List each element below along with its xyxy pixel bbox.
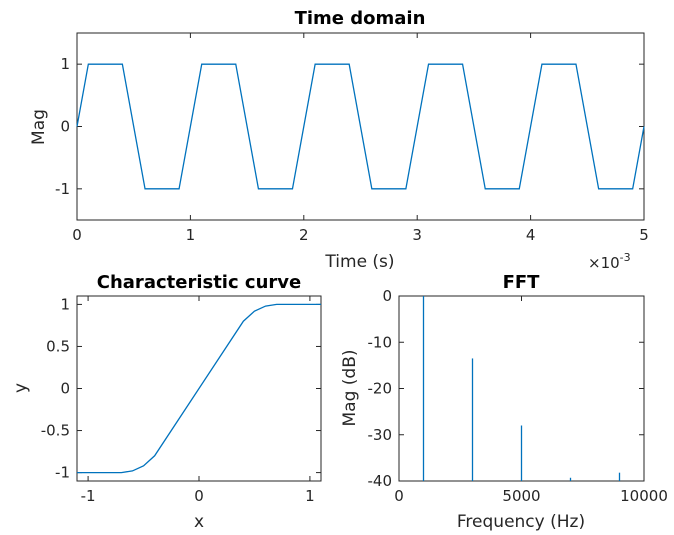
fft-ytick-label: -40 (368, 472, 393, 490)
characteristic-curve-xlabel: x (194, 512, 204, 532)
time-domain-xlabel: Time (s) (324, 252, 394, 272)
fft-ylabel: Mag (dB) (340, 350, 360, 427)
characteristic-curve-title: Characteristic curve (97, 272, 301, 293)
fft-stems (422, 296, 621, 481)
time-domain-series-line (76, 63, 645, 190)
fft-ytick-label: 0 (382, 287, 392, 305)
characteristic-curve-ticks: -1 0 1 1 0.5 0 -0.5 -1 (41, 295, 321, 505)
characteristic-curve-ytick-label: -0.5 (41, 422, 70, 440)
characteristic-curve-xtick-label: 0 (194, 487, 204, 505)
characteristic-curve-ytick-label: -1 (55, 464, 70, 482)
time-domain-ytick-label: 1 (60, 55, 70, 73)
characteristic-curve-ytick-label: 1 (60, 295, 70, 313)
characteristic-curve-xtick-label: -1 (81, 487, 96, 505)
fft-ytick-label: -30 (368, 426, 393, 444)
fft-title: FFT (503, 272, 541, 293)
time-domain-xtick-label: 1 (186, 226, 196, 244)
fft-ticks: 0 5000 10000 0 -10 -20 -30 -40 (368, 287, 668, 505)
fft-plot: FFT 0 5000 10000 0 -10 -20 -30 -40 Frequency (H… (340, 272, 668, 532)
time-domain-ytick-label: 0 (60, 118, 70, 136)
fft-xtick-label: 10000 (620, 487, 668, 505)
characteristic-curve-xtick-label: 1 (305, 487, 315, 505)
characteristic-curve-plot: Characteristic curve -1 0 1 1 0.5 0 -0.5 -1 x y (11, 272, 322, 532)
characteristic-curve-series-line (77, 303, 321, 474)
characteristic-curve-ytick-label: 0 (60, 380, 70, 398)
time-domain-xtick-label: 0 (72, 226, 82, 244)
time-domain-ylabel: Mag (29, 109, 49, 145)
time-domain-xtick-label: 2 (299, 226, 309, 244)
time-domain-xtick-label: 4 (526, 226, 536, 244)
characteristic-curve-ytick-label: 0.5 (46, 337, 70, 355)
time-domain-ticks: 0 1 2 3 4 5 1 0 -1 (55, 33, 649, 244)
fft-ytick-label: -20 (368, 380, 393, 398)
fft-xlabel: Frequency (Hz) (457, 512, 585, 532)
time-domain-title: Time domain (295, 8, 426, 29)
fft-ytick-label: -10 (368, 333, 393, 351)
fft-xtick-label: 0 (394, 487, 404, 505)
fft-xtick-label: 5000 (502, 487, 540, 505)
time-domain-plot: Time domain 0 1 2 3 4 5 1 0 -1 Time (s) Mag ×10-… (29, 8, 649, 272)
time-domain-xtick-label: 5 (639, 226, 649, 244)
time-domain-ytick-label: -1 (55, 180, 70, 198)
time-domain-x-exponent: ×10-3 (588, 251, 631, 272)
characteristic-curve-ylabel: y (11, 383, 31, 393)
time-domain-xtick-label: 3 (412, 226, 422, 244)
